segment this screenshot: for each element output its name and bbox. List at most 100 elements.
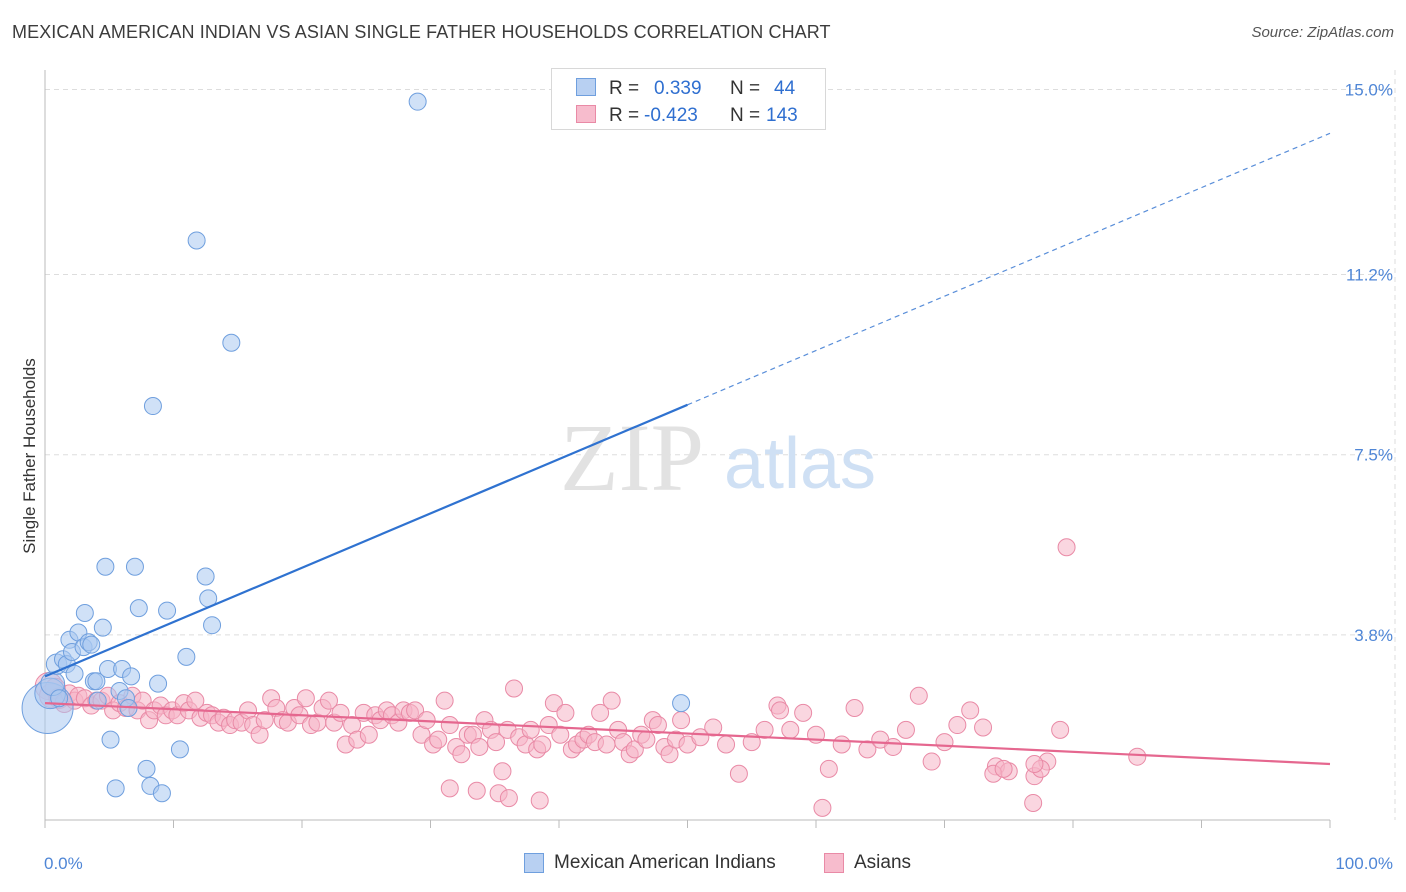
data-point (832, 735, 851, 754)
series-legend: Mexican American Indians Asians (0, 851, 1406, 879)
mexican-american-indians-points (21, 92, 691, 803)
data-point (319, 691, 338, 710)
data-point (440, 779, 459, 798)
data-point (648, 716, 667, 735)
data-point (359, 725, 378, 744)
legend-n-value: 44 (774, 78, 796, 99)
data-point (137, 759, 156, 778)
data-point (408, 92, 427, 111)
data-point (896, 720, 915, 739)
pink-trend-line (44, 702, 1331, 766)
chart-title: MEXICAN AMERICAN INDIAN VS ASIAN SINGLE … (12, 22, 831, 42)
data-point (96, 557, 115, 576)
legend-r-label: R = (609, 105, 640, 126)
data-point (87, 672, 106, 691)
legend-r-label: R = (609, 78, 640, 99)
data-point (467, 781, 486, 800)
data-point (296, 689, 315, 708)
data-point (544, 694, 563, 713)
blue-trend-extension (687, 132, 1331, 406)
data-point (884, 737, 903, 756)
data-point (1057, 538, 1076, 557)
data-point (203, 616, 222, 635)
data-point (845, 698, 864, 717)
watermark-zip: ZIP (560, 404, 704, 511)
data-point (429, 730, 448, 749)
data-point (948, 716, 967, 735)
legend-r-value: -0.423 (644, 105, 698, 126)
data-point (602, 691, 621, 710)
data-point (922, 752, 941, 771)
legend-n-label: N = (730, 105, 761, 126)
data-point (143, 397, 162, 416)
legend-n-label: N = (730, 78, 761, 99)
data-point (1051, 720, 1070, 739)
data-point (149, 674, 168, 693)
data-point (452, 745, 471, 764)
data-point (521, 720, 540, 739)
data-point (717, 735, 736, 754)
data-point (755, 720, 774, 739)
data-point (505, 679, 524, 698)
data-point (493, 762, 512, 781)
legend-r-value: 0.339 (654, 78, 702, 99)
watermark: ZIP atlas (560, 404, 876, 511)
data-point (125, 557, 144, 576)
data-point (1128, 747, 1147, 766)
x-tick-label: 0.0% (44, 854, 83, 873)
data-point (935, 733, 954, 752)
data-point (597, 735, 616, 754)
x-tick-label: 100.0% (1335, 854, 1393, 873)
data-point (813, 798, 832, 817)
legend-swatch-blue (524, 853, 544, 873)
legend-swatch-pink (576, 105, 596, 123)
data-point (704, 718, 723, 737)
data-point (222, 333, 241, 352)
correlation-legend: R = 0.339 N = 44 R = -0.423 N = 143 (551, 68, 826, 130)
data-point (729, 764, 748, 783)
data-point (858, 740, 877, 759)
data-point (771, 701, 790, 720)
data-point (530, 791, 549, 810)
data-point (961, 701, 980, 720)
data-point (994, 759, 1013, 778)
data-point (533, 735, 552, 754)
data-point (591, 703, 610, 722)
data-point (499, 789, 518, 808)
data-point (177, 647, 196, 666)
watermark-atlas: atlas (724, 424, 876, 504)
y-axis-label: Single Father Households (20, 358, 39, 554)
grid-lines (45, 70, 1396, 820)
data-point (539, 716, 558, 735)
data-point (82, 635, 101, 654)
data-point (255, 711, 274, 730)
data-point (556, 703, 575, 722)
legend-swatch-blue (576, 78, 596, 96)
data-point (909, 686, 928, 705)
data-point (781, 720, 800, 739)
data-point (196, 567, 215, 586)
legend-label: Mexican American Indians (554, 852, 776, 873)
data-point (75, 604, 94, 623)
data-point (487, 733, 506, 752)
data-point (129, 599, 148, 618)
legend-n-value: 143 (766, 105, 798, 126)
y-tick-label: 3.8% (1354, 626, 1393, 645)
data-point (794, 703, 813, 722)
data-point (470, 737, 489, 756)
data-point (672, 711, 691, 730)
data-point (65, 664, 84, 683)
y-tick-label: 7.5% (1354, 446, 1393, 465)
data-point (122, 667, 141, 686)
data-point (440, 716, 459, 735)
data-point (672, 694, 691, 713)
y-tick-label: 15.0% (1345, 80, 1393, 99)
data-point (158, 601, 177, 620)
legend-label: Asians (854, 852, 912, 873)
data-point (551, 725, 570, 744)
data-point (406, 701, 425, 720)
data-point (187, 231, 206, 250)
trend-lines (44, 132, 1331, 766)
source-label: Source: ZipAtlas.com (1251, 24, 1394, 41)
